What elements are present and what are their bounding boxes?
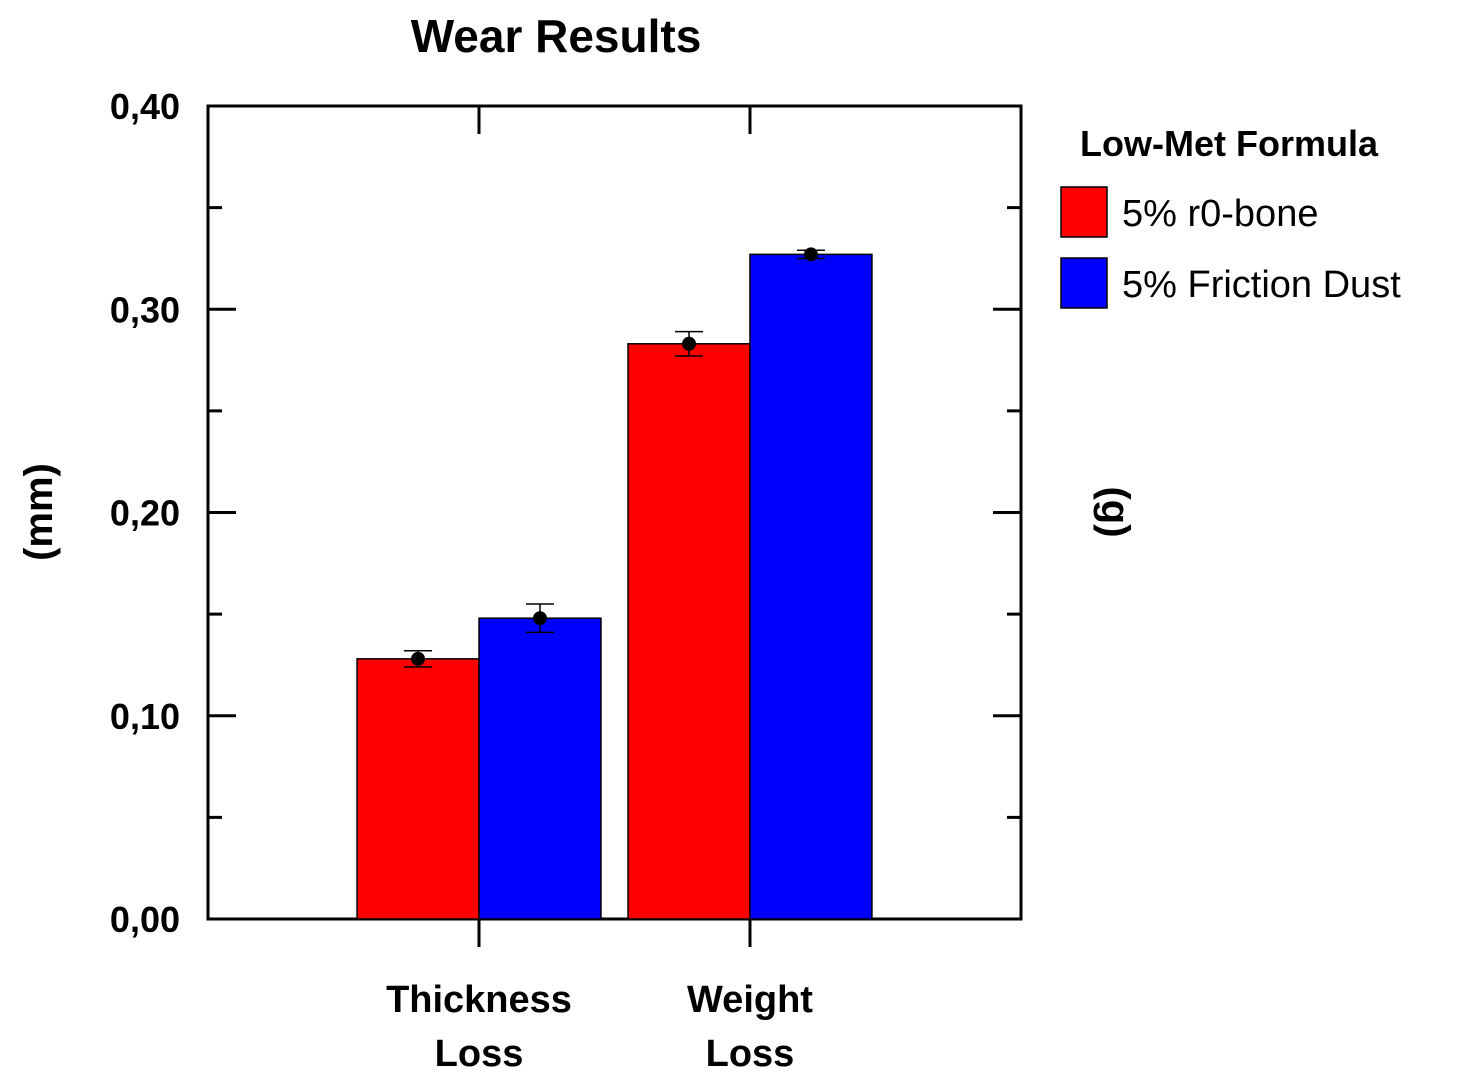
mean-point: [803, 247, 818, 262]
mean-point: [411, 651, 426, 666]
x-tick-label: Weight: [687, 979, 813, 1021]
y-axis: 0,00 0,10 0,20 0,30 0,40: [110, 86, 1021, 940]
x-axis: Thickness Loss Weight Loss: [386, 106, 813, 1075]
bar: [627, 343, 751, 920]
bar-group: [356, 247, 873, 920]
y-tick-label: 0,10: [110, 696, 180, 737]
chart-title: Wear Results: [411, 10, 702, 62]
y-tick-label: 0,00: [110, 899, 180, 940]
y-tick-label: 0,30: [110, 289, 180, 330]
legend: Low-Met Formula 5% r0-bone 5% Friction Du…: [1060, 123, 1401, 309]
x-tick-label: Loss: [435, 1033, 524, 1075]
x-tick-label: Thickness: [386, 979, 572, 1021]
mean-point: [682, 336, 697, 351]
bar: [478, 617, 602, 920]
legend-label: 5% Friction Dust: [1122, 264, 1401, 306]
legend-title: Low-Met Formula: [1080, 123, 1379, 164]
y-axis-label-left: (mm): [17, 463, 61, 561]
y-tick-label: 0,40: [110, 86, 180, 127]
legend-label: 5% r0-bone: [1122, 193, 1318, 235]
y-tick-label: 0,20: [110, 493, 180, 534]
legend-swatch: [1060, 186, 1108, 238]
bar: [356, 658, 480, 920]
y-axis-label-right: (g): [1093, 486, 1137, 537]
plot-frame: [206, 104, 1023, 921]
mean-point: [532, 611, 547, 626]
x-tick-label: Loss: [706, 1033, 795, 1075]
bar: [749, 253, 873, 920]
legend-swatch: [1060, 257, 1108, 309]
